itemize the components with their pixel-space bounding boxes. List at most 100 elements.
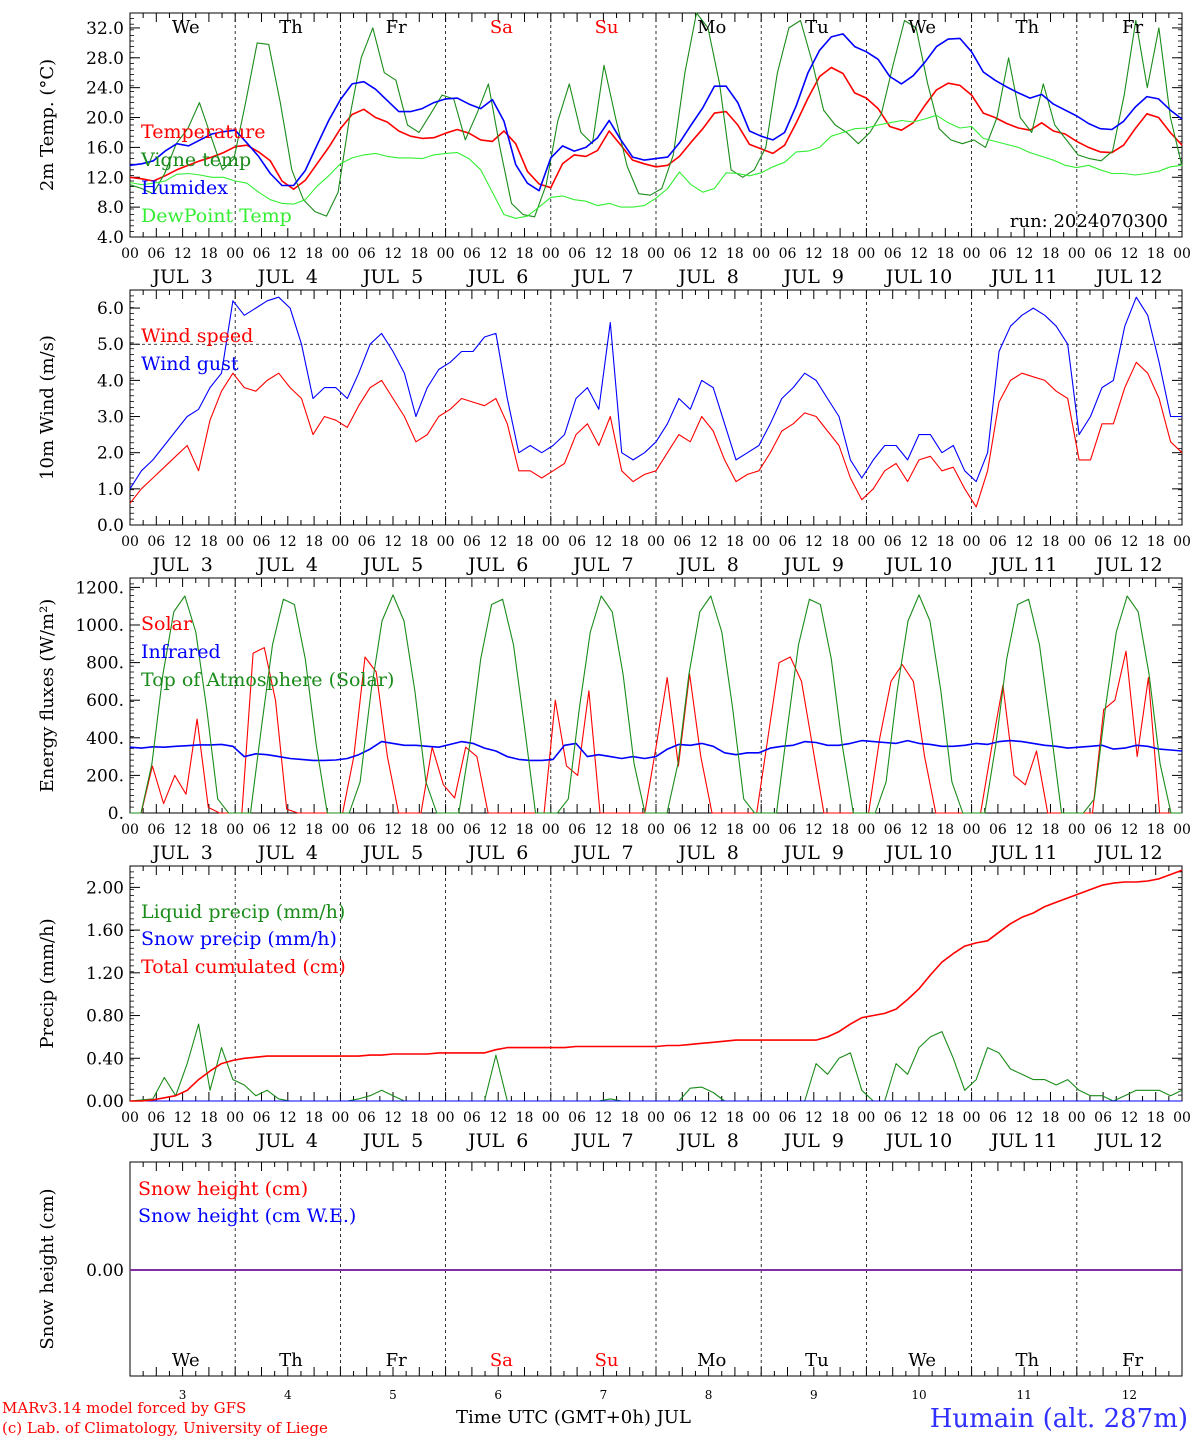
- weekday-label: We: [908, 1350, 936, 1371]
- legend-label: Liquid precip (mm/h): [141, 901, 345, 923]
- date-label: JUL 8: [676, 842, 738, 864]
- weekday-label: We: [908, 17, 936, 38]
- y-axis-label: Energy fluxes (W/m²): [37, 599, 58, 793]
- date-label: JUL 5: [361, 842, 423, 864]
- date-label: JUL 12: [1094, 266, 1162, 288]
- day-number-label: 10: [911, 1388, 926, 1402]
- y-tick-label: 2.00: [86, 878, 124, 898]
- hour-tick-label: 00: [226, 822, 244, 838]
- day-number-label: 12: [1122, 1388, 1137, 1402]
- series-line-dewpoint-temp: [129, 114, 1183, 219]
- hour-tick-label: 18: [1042, 534, 1060, 550]
- weekday-label: Su: [595, 17, 619, 38]
- hour-tick-label: 00: [1173, 534, 1191, 550]
- hour-tick-label: 00: [121, 822, 139, 838]
- series-line-vigne-temp: [129, 12, 1183, 218]
- hour-tick-label: 00: [1173, 822, 1191, 838]
- day-number-label: 6: [494, 1388, 502, 1402]
- hour-tick-label: 18: [1147, 822, 1165, 838]
- series-line-temperature: [129, 66, 1183, 190]
- hour-tick-label: 18: [1042, 822, 1060, 838]
- hour-tick-label: 18: [726, 1110, 744, 1126]
- hour-tick-label: 12: [805, 534, 823, 550]
- weekday-label: Th: [1016, 1350, 1040, 1371]
- hour-tick-label: 12: [594, 1110, 612, 1126]
- hour-tick-label: 00: [542, 534, 560, 550]
- hour-tick-label: 00: [963, 534, 981, 550]
- panel-wind: 0.0 1.0 2.0 3.0 4.0 5.0 6.0 10m Wind (m/s) Wind …: [37, 289, 1191, 576]
- footer-xlabel: Time UTC (GMT+0h) JUL: [456, 1407, 691, 1428]
- day-number-label: 11: [1017, 1388, 1032, 1402]
- hour-tick-label: 00: [542, 822, 560, 838]
- hour-tick-label: 06: [779, 822, 797, 838]
- hour-tick-label: 12: [700, 822, 718, 838]
- hour-tick-label: 12: [174, 534, 192, 550]
- hour-tick-label: 12: [1015, 1110, 1033, 1126]
- hour-tick-label: 18: [936, 822, 954, 838]
- date-label: JUL 4: [256, 554, 318, 576]
- panel-precip: 0.00 0.40 0.80 1.20 1.60 2.00 Precip (mm/h) Liq…: [37, 865, 1191, 1152]
- date-label: JUL 5: [361, 1130, 423, 1152]
- y-tick-label: 0.80: [86, 1007, 124, 1027]
- date-label: JUL 4: [256, 842, 318, 864]
- hour-tick-label: 12: [489, 822, 507, 838]
- hour-tick-label: 06: [779, 1110, 797, 1126]
- day-number-label: 4: [284, 1388, 292, 1402]
- hour-tick-label: 18: [516, 822, 534, 838]
- y-tick-label: 16.0: [86, 138, 124, 158]
- hour-tick-label: 00: [857, 534, 875, 550]
- hour-tick-label: 00: [437, 1110, 455, 1126]
- y-tick-label: 0.40: [86, 1049, 124, 1069]
- date-label: JUL 6: [466, 266, 528, 288]
- hour-tick-label: 12: [174, 1110, 192, 1126]
- date-label: JUL 8: [676, 554, 738, 576]
- y-axis-label: Precip (mm/h): [37, 918, 58, 1048]
- weekday-label: Mo: [697, 1350, 726, 1371]
- hour-tick-label: 00: [331, 534, 349, 550]
- hour-tick-label: 00: [437, 822, 455, 838]
- date-label: JUL 12: [1094, 1130, 1162, 1152]
- date-label: JUL 5: [361, 554, 423, 576]
- hour-tick-label: 06: [253, 246, 271, 262]
- y-tick-label: 1.20: [86, 964, 124, 984]
- legend-label: Wind speed: [141, 325, 253, 347]
- y-tick-label: 0.00: [86, 1261, 124, 1281]
- hour-tick-label: 00: [121, 534, 139, 550]
- hour-tick-label: 18: [726, 822, 744, 838]
- y-tick-label: 1200.: [75, 578, 124, 598]
- hour-tick-label: 06: [253, 822, 271, 838]
- hour-tick-label: 18: [410, 1110, 428, 1126]
- hour-tick-label: 06: [673, 822, 691, 838]
- date-label: JUL 12: [1094, 554, 1162, 576]
- hour-tick-label: 00: [752, 246, 770, 262]
- hour-tick-label: 06: [147, 1110, 165, 1126]
- date-label: JUL 7: [571, 266, 633, 288]
- date-label: JUL 9: [782, 554, 844, 576]
- hour-tick-label: 00: [857, 822, 875, 838]
- weekday-label: We: [172, 17, 200, 38]
- hour-tick-label: 18: [726, 246, 744, 262]
- hour-tick-label: 06: [1094, 246, 1112, 262]
- date-label: JUL 3: [150, 1130, 212, 1152]
- date-label: JUL 9: [782, 842, 844, 864]
- y-tick-label: 28.0: [86, 49, 124, 69]
- hour-tick-label: 06: [1094, 534, 1112, 550]
- day-number-label: 8: [705, 1388, 713, 1402]
- series-line-total-cumulated-cm-: [130, 869, 1183, 1102]
- hour-tick-label: 12: [1120, 822, 1138, 838]
- hour-tick-label: 06: [568, 822, 586, 838]
- weekday-label: Sa: [490, 17, 513, 38]
- hour-tick-label: 06: [463, 822, 481, 838]
- hour-tick-label: 12: [279, 1110, 297, 1126]
- hour-tick-label: 06: [358, 1110, 376, 1126]
- hour-tick-label: 06: [673, 1110, 691, 1126]
- date-label: JUL 4: [256, 266, 318, 288]
- hour-tick-label: 12: [700, 246, 718, 262]
- hour-tick-label: 12: [700, 1110, 718, 1126]
- hour-tick-label: 06: [253, 534, 271, 550]
- weekday-label: Sa: [490, 1350, 513, 1371]
- date-label: JUL 6: [466, 554, 528, 576]
- legend-label: Vigne temp: [140, 149, 251, 171]
